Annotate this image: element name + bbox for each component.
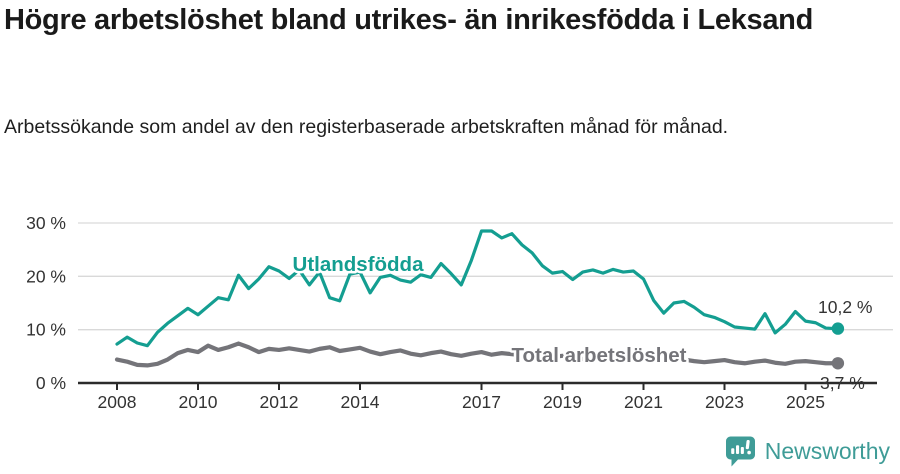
x-tick-label: 2008 — [98, 392, 137, 412]
y-tick-label: 30 % — [26, 213, 66, 233]
x-tick-label: 2010 — [179, 392, 218, 412]
x-tick-label: 2014 — [341, 392, 380, 412]
series-line — [115, 229, 840, 348]
x-tick-label: 2012 — [260, 392, 299, 412]
x-tick-label: 2023 — [705, 392, 744, 412]
newsworthy-icon — [725, 436, 755, 467]
page-title: Högre arbetslöshet bland utrikes- än inr… — [4, 4, 813, 36]
x-tick-label: 2019 — [543, 392, 582, 412]
series-end-dot — [831, 357, 845, 370]
x-tick-label: 2017 — [462, 392, 501, 412]
series-end-dot — [831, 322, 845, 335]
newsworthy-logo: Newsworthy — [723, 434, 890, 468]
x-tick-label: 2025 — [786, 392, 825, 412]
chart-canvas: 0 % 10 % 20 % 30 % 2008 2010 2012 2014 2017 2019 2… — [26, 213, 893, 412]
series-label: Utlandsfödda — [293, 253, 425, 276]
y-tick-label: 10 % — [26, 320, 66, 340]
newsworthy-wordmark: Newsworthy — [764, 437, 890, 464]
y-tick-label: 20 % — [26, 266, 66, 286]
x-tick-label: 2021 — [624, 392, 663, 412]
series-end-value-label: 3,7 % — [820, 373, 865, 393]
series-label: Total arbetslöshet — [511, 344, 686, 367]
series-line — [114, 341, 841, 368]
series-end-value-label: 10,2 % — [818, 297, 872, 317]
line-chart: 0 % 10 % 20 % 30 % 2008 2010 2012 2014 2017 2019 2… — [0, 200, 900, 415]
y-tick-label: 0 % — [36, 373, 66, 393]
chart-subtitle: Arbetssökande som andel av den registerb… — [4, 116, 729, 138]
